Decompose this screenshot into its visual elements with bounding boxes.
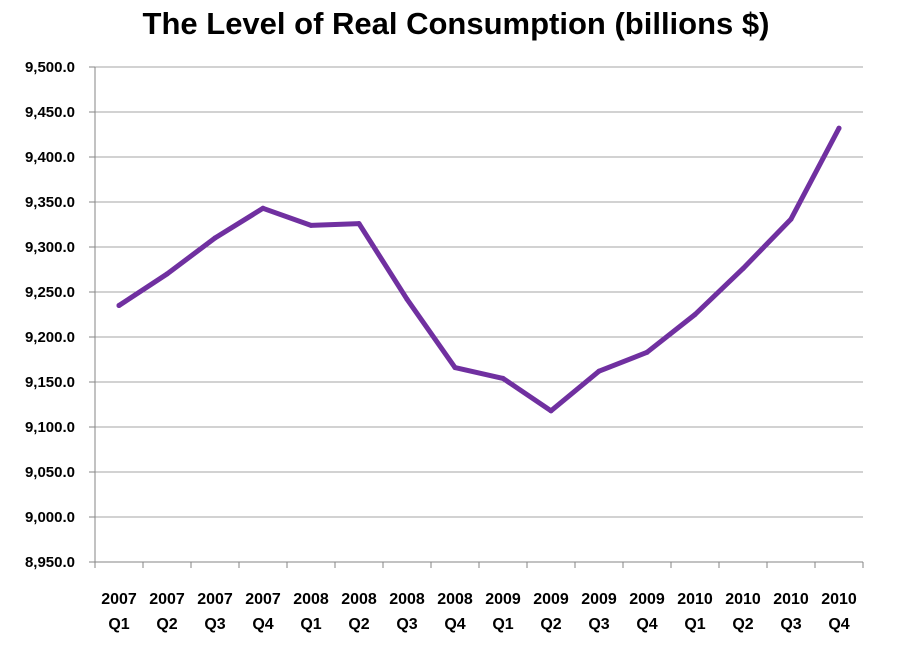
data-point — [644, 349, 650, 355]
y-tick-label: 8,950.0 — [25, 554, 75, 571]
series-line — [116, 125, 842, 414]
y-tick-label: 9,100.0 — [25, 419, 75, 436]
y-tick-label: 9,350.0 — [25, 194, 75, 211]
x-tick-label-quarter: Q4 — [252, 616, 273, 633]
x-tick-label-quarter: Q1 — [684, 616, 705, 633]
y-tick-label: 9,000.0 — [25, 509, 75, 526]
x-tick-label-year: 2009 — [485, 591, 521, 608]
x-tick-label-quarter: Q4 — [828, 616, 849, 633]
data-point — [548, 408, 554, 414]
x-tick-label-year: 2009 — [581, 591, 617, 608]
data-point — [260, 205, 266, 211]
x-tick-label-quarter: Q3 — [588, 616, 609, 633]
x-tick-label-year: 2007 — [245, 591, 281, 608]
x-tick-label-quarter: Q2 — [732, 616, 753, 633]
data-point — [116, 303, 122, 308]
data-point — [164, 271, 170, 277]
data-point — [740, 266, 746, 272]
x-tick-label-year: 2010 — [725, 591, 761, 608]
y-tick-label: 9,300.0 — [25, 239, 75, 256]
x-tick-label-year: 2007 — [149, 591, 185, 608]
data-point — [500, 375, 506, 381]
y-tick-label: 9,450.0 — [25, 104, 75, 121]
x-tick-label-quarter: Q1 — [108, 616, 129, 633]
x-tick-label-year: 2010 — [821, 591, 857, 608]
x-tick-label-quarter: Q3 — [780, 616, 801, 633]
x-tick-label-year: 2007 — [101, 591, 137, 608]
y-tick-label: 9,200.0 — [25, 329, 75, 346]
x-tick-label-year: 2008 — [437, 591, 473, 608]
x-tick-label-year: 2010 — [773, 591, 809, 608]
data-point — [836, 125, 842, 131]
y-tick-label: 9,050.0 — [25, 464, 75, 481]
x-tick-label-quarter: Q2 — [540, 616, 561, 633]
x-tick-label-quarter: Q1 — [492, 616, 513, 633]
x-tick-label-quarter: Q4 — [444, 616, 465, 633]
data-point — [452, 365, 458, 371]
data-point — [356, 221, 362, 227]
x-tick-label-quarter: Q1 — [300, 616, 321, 633]
data-point — [404, 296, 410, 302]
y-tick-label: 9,250.0 — [25, 284, 75, 301]
x-tick-label-quarter: Q4 — [636, 616, 657, 633]
data-point — [596, 368, 602, 374]
x-tick-label-year: 2008 — [341, 591, 377, 608]
y-tick-label: 9,400.0 — [25, 149, 75, 166]
data-point — [212, 235, 218, 241]
data-point — [692, 312, 698, 317]
x-tick-label-year: 2010 — [677, 591, 713, 608]
data-point — [788, 216, 794, 222]
y-tick-label: 9,150.0 — [25, 374, 75, 391]
x-tick-label-year: 2008 — [389, 591, 425, 608]
x-tick-label-quarter: Q2 — [348, 616, 369, 633]
x-tick-label-year: 2009 — [533, 591, 569, 608]
x-tick-label-year: 2007 — [197, 591, 233, 608]
x-tick-label-year: 2009 — [629, 591, 665, 608]
y-tick-label: 9,500.0 — [25, 59, 75, 76]
chart-title: The Level of Real Consumption (billions … — [142, 6, 770, 41]
data-point — [308, 222, 314, 228]
x-tick-label-quarter: Q3 — [204, 616, 225, 633]
x-tick-label-year: 2008 — [293, 591, 329, 608]
x-tick-label-quarter: Q2 — [156, 616, 177, 633]
x-tick-label-quarter: Q3 — [396, 616, 417, 633]
